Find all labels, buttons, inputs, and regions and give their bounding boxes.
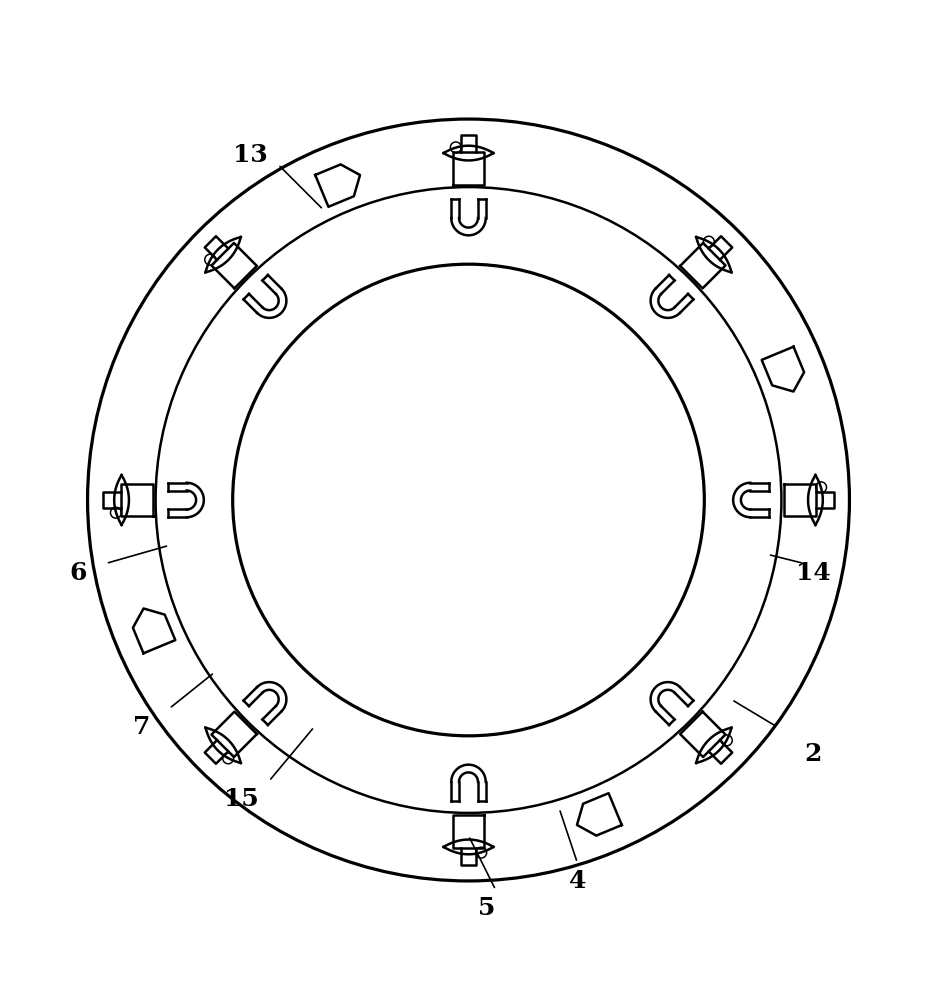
Text: 15: 15 (224, 787, 259, 811)
Text: 13: 13 (233, 143, 268, 167)
Text: 14: 14 (795, 561, 829, 585)
Text: 5: 5 (477, 896, 495, 920)
Text: 2: 2 (804, 742, 821, 766)
Text: 4: 4 (568, 869, 585, 893)
Text: 7: 7 (133, 715, 151, 739)
Text: 6: 6 (69, 561, 87, 585)
